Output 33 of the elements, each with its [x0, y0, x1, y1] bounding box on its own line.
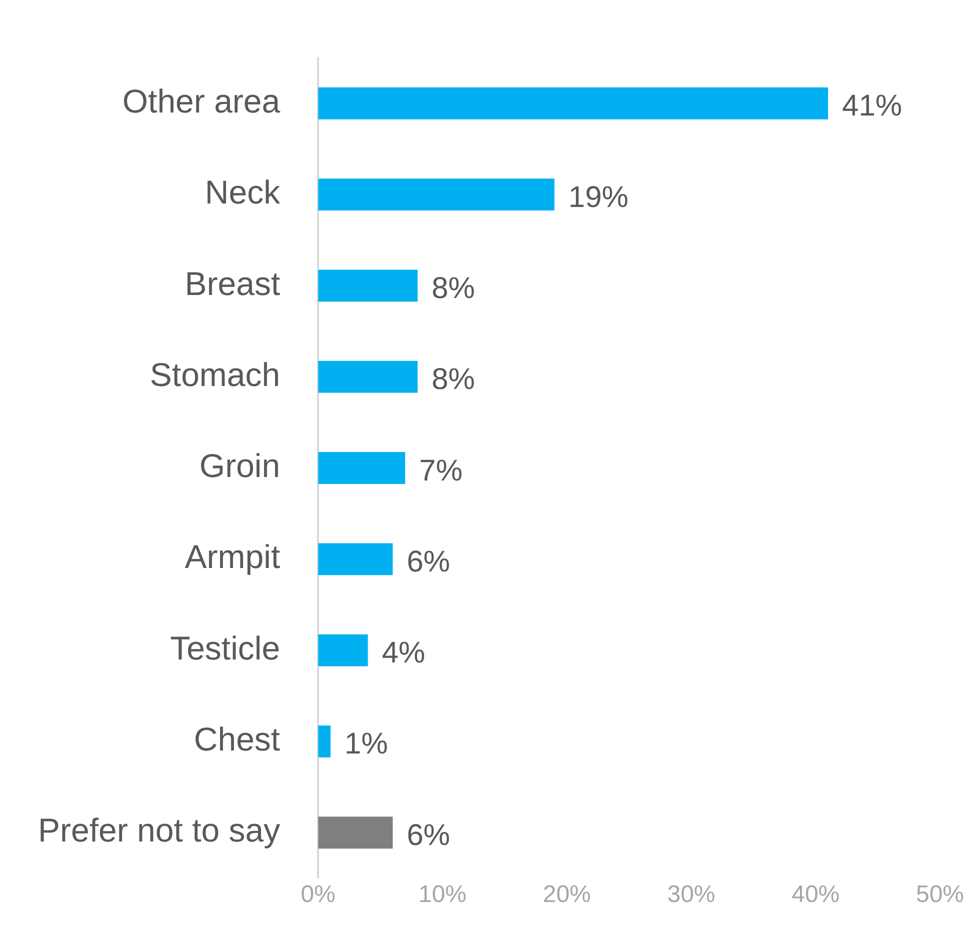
y-tick-label: Other area: [122, 82, 281, 120]
bar: [318, 726, 331, 758]
x-tick-label: 20%: [542, 881, 591, 908]
data-label: 19%: [568, 180, 628, 214]
y-tick-label: Groin: [199, 447, 280, 484]
bar: [318, 452, 406, 484]
data-label: 41%: [842, 90, 902, 123]
x-tick-label: 40%: [792, 881, 840, 908]
x-tick-label: 10%: [418, 881, 467, 908]
data-label: 8%: [432, 363, 475, 396]
bar: [318, 178, 554, 210]
y-tick-label: Testicle: [170, 629, 280, 666]
data-label: 7%: [419, 454, 463, 488]
bar: [318, 543, 393, 576]
data-label: 6%: [406, 818, 450, 852]
bar: [318, 816, 393, 849]
x-tick-label: 0%: [300, 881, 336, 908]
bar: [318, 87, 828, 120]
y-tick-label: Stomach: [150, 356, 280, 393]
data-label: 6%: [406, 545, 450, 578]
bar: [318, 634, 368, 666]
x-tick-label: 50%: [916, 881, 964, 908]
bar: [318, 360, 418, 393]
x-tick-label: 30%: [667, 881, 716, 908]
data-label: 8%: [432, 272, 475, 305]
data-label: 4%: [382, 636, 426, 670]
bar: [318, 270, 418, 302]
y-tick-label: Prefer not to say: [38, 812, 281, 849]
y-tick-label: Chest: [194, 720, 280, 758]
data-label: 1%: [344, 728, 388, 761]
y-tick-label: Neck: [204, 174, 281, 211]
y-tick-label: Armpit: [184, 538, 280, 576]
y-tick-label: Breast: [184, 264, 280, 302]
